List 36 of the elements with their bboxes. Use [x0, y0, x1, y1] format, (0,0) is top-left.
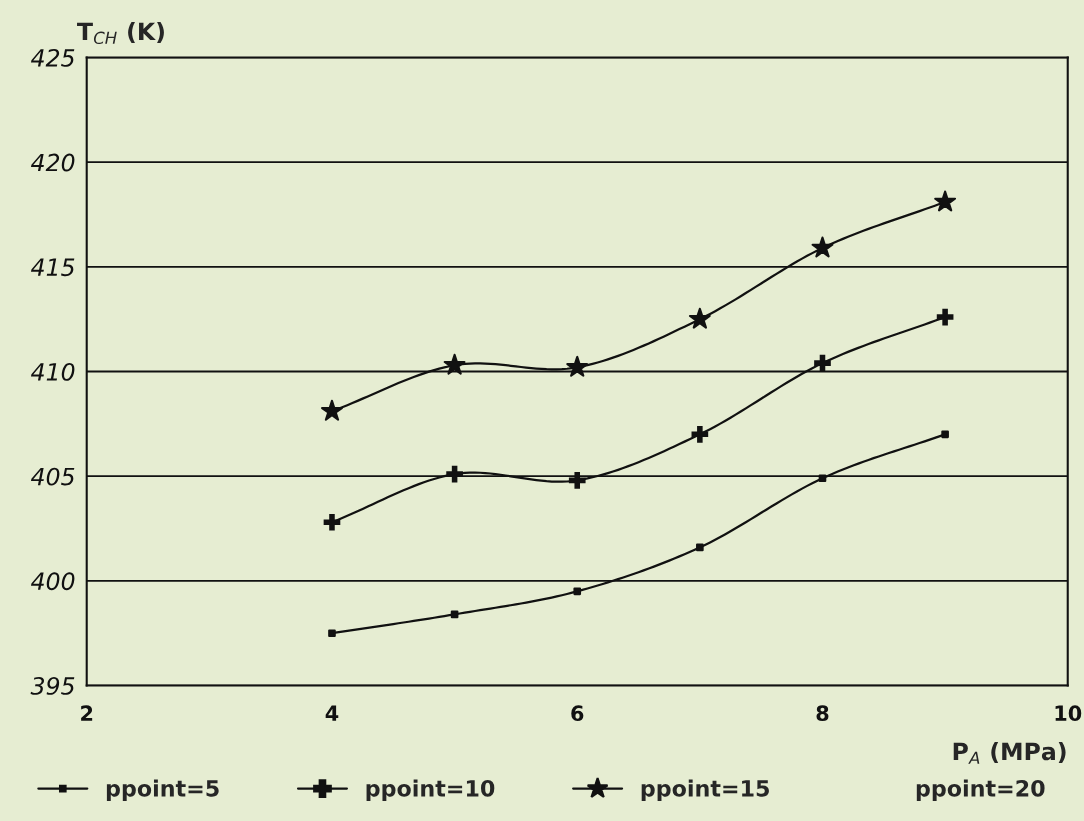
point	[321, 399, 343, 421]
point	[934, 190, 957, 212]
point	[691, 425, 709, 443]
y-tick-label: 410	[30, 362, 75, 381]
point	[814, 354, 831, 372]
point	[568, 472, 586, 489]
x-tick-label: 4	[325, 705, 339, 721]
y-tick-label: 415	[30, 258, 75, 277]
y-tick-label: 405	[30, 467, 75, 486]
legend-label: ppoint=5	[106, 779, 219, 801]
point	[323, 513, 341, 531]
x-tick-label: 8	[816, 705, 829, 722]
y-axis-title: T$_{CH}$ (K)	[77, 22, 164, 45]
x-tick-label: 10	[1055, 705, 1082, 722]
point	[446, 465, 463, 483]
x-tick-label: 6	[571, 705, 584, 722]
point	[818, 474, 827, 483]
legend-label: ppoint=15	[641, 779, 769, 801]
legend-label: ppoint=10	[366, 779, 495, 801]
x-tick-label: 2	[81, 705, 93, 721]
x-axis-title: P$_{A}$ (MPa)	[953, 742, 1066, 764]
y-tick-label: 395	[30, 676, 75, 695]
point	[443, 353, 466, 375]
point	[566, 355, 589, 377]
y-tick-label: 400	[30, 572, 75, 591]
point	[936, 308, 954, 326]
point	[696, 543, 704, 552]
point	[573, 587, 582, 596]
y-tick-label: 420	[30, 153, 75, 172]
y-tick-label: 425	[30, 48, 75, 67]
point	[811, 236, 834, 258]
point	[688, 307, 711, 329]
legend-label: ppoint=20	[916, 779, 1045, 801]
point	[450, 610, 459, 619]
point	[328, 629, 336, 638]
point	[941, 430, 949, 439]
